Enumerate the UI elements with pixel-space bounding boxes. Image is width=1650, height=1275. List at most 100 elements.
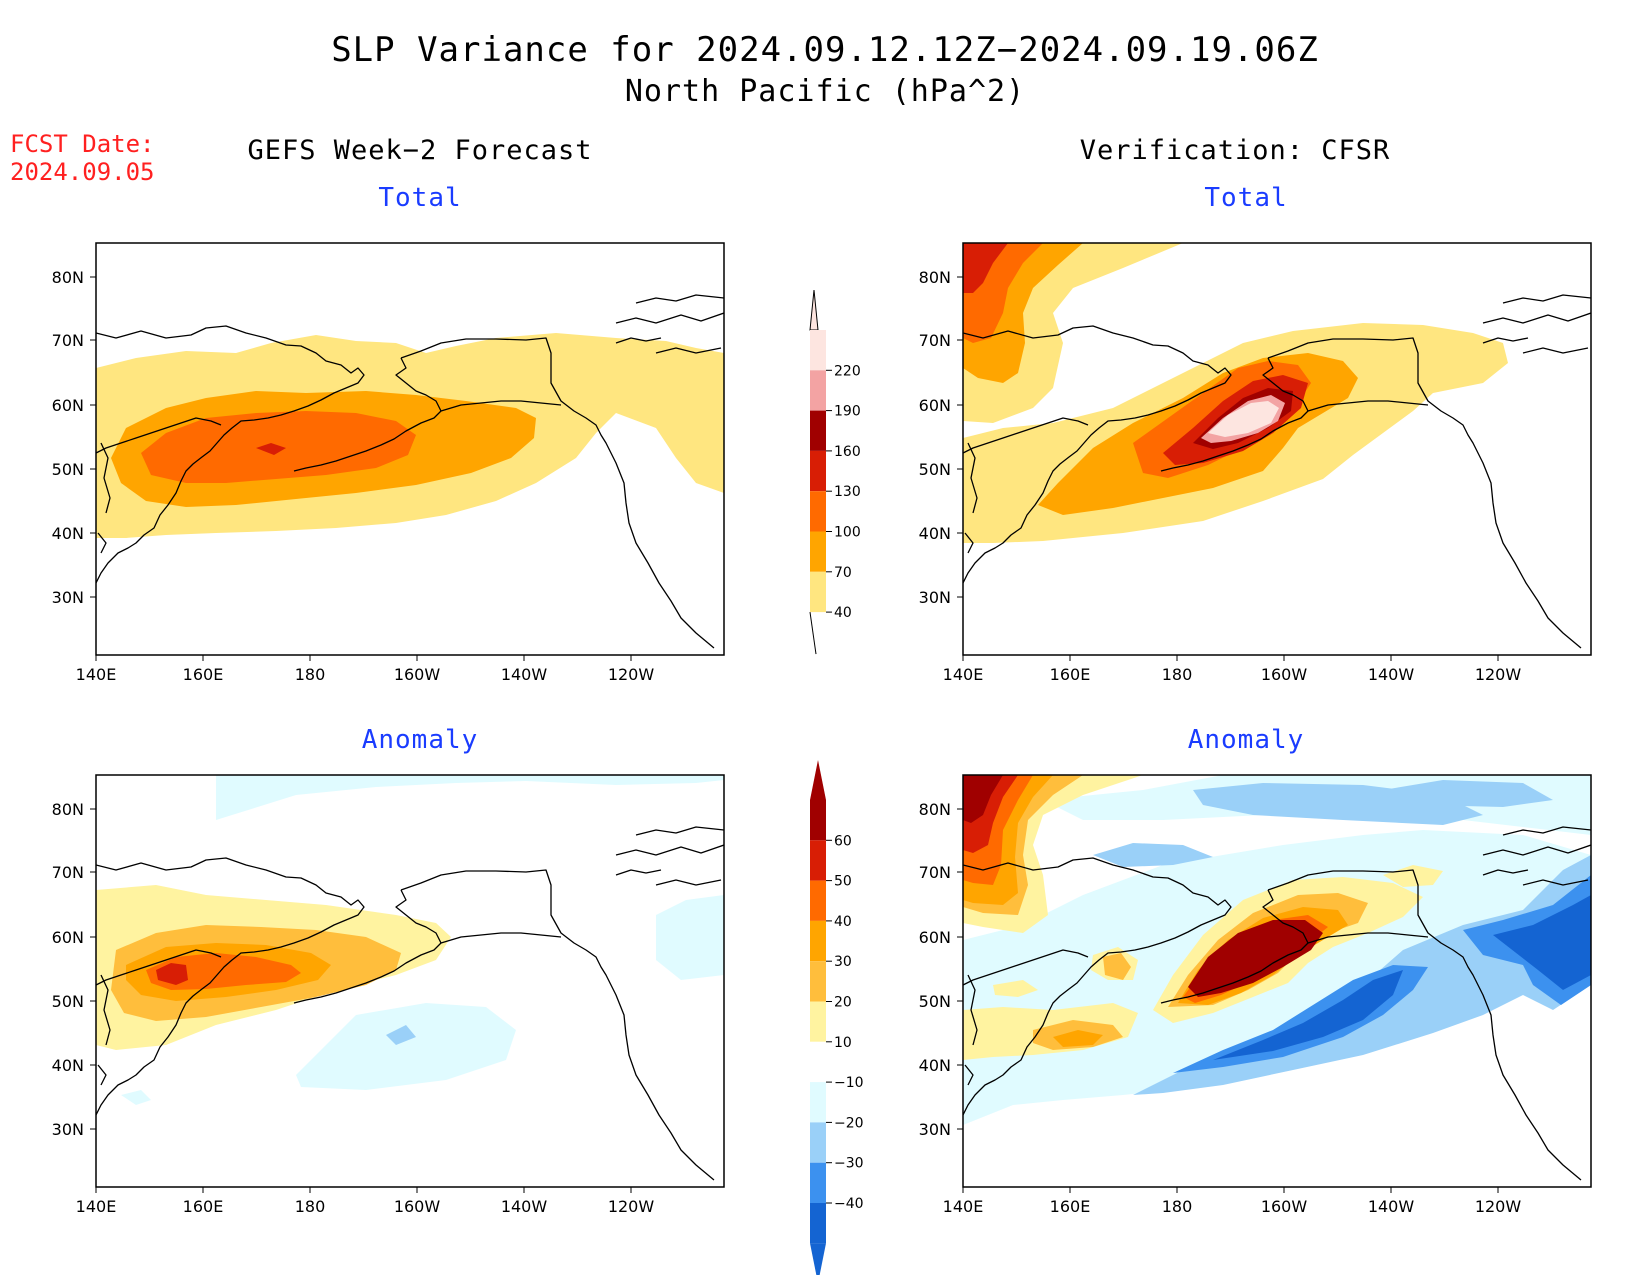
colorbar-swatch — [810, 450, 826, 492]
figure-subtitle: North Pacific (hPa^2) — [624, 74, 1026, 109]
lon-tick-label: 120W — [608, 1197, 655, 1216]
lon-tick-label: 140E — [943, 1197, 984, 1216]
lat-tick-label: 80N — [52, 268, 84, 287]
map-frame — [95, 774, 725, 1188]
panel-subtitle-gefs-total: Total — [378, 183, 462, 213]
lon-tick-label: 160W — [1261, 1197, 1308, 1216]
colorbar-tick-label: 50 — [834, 874, 852, 890]
map-frame — [962, 242, 1592, 656]
lat-tick-label: 70N — [919, 331, 951, 350]
colorbar-swatch — [810, 1203, 826, 1244]
colorbar-swatch — [810, 1162, 826, 1203]
map-panel-cfsr-anomaly: 140E 160E 180 160W 140W 120W 80N 70N 60N 50N 40N 30… — [919, 774, 1592, 1216]
lon-tick-label: 120W — [1475, 1197, 1522, 1216]
lon-tick-label: 140E — [76, 665, 117, 684]
map-panel-gefs-anomaly: 140E 160E 180 160W 140W 120W 80N 70N 60N 50N 40N 30… — [52, 774, 725, 1216]
colorbar-swatch — [810, 330, 826, 371]
map-panel-gefs-total: 140E 160E 180 160W 140W 120W 80N 70N 60N 50N 40N 30… — [52, 242, 725, 684]
lat-tick-label: 30N — [52, 588, 84, 607]
lat-tick-label: 80N — [919, 800, 951, 819]
panel-subtitle-cfsr-anomaly: Anomaly — [1187, 725, 1305, 755]
colorbar-tick-label: −10 — [834, 1075, 864, 1091]
lon-tick-label: 180 — [1162, 1197, 1193, 1216]
map-panel-cfsr-total: 140E 160E 180 160W 140W 120W 80N 70N 60N 50N 40N 30… — [919, 242, 1592, 684]
colorbar-swatch — [810, 880, 826, 921]
lat-tick-label: 80N — [919, 268, 951, 287]
lat-tick-label: 40N — [52, 524, 84, 543]
contour-fills — [96, 333, 724, 538]
contour-fill-3 — [256, 443, 286, 455]
lon-tick-label: 160W — [394, 1197, 441, 1216]
contour-fill-10 — [1208, 401, 1279, 437]
colorbar-tick-label: 130 — [834, 484, 861, 500]
lat-tick-label: 50N — [919, 460, 951, 479]
lat-tick-label: 70N — [52, 863, 84, 882]
fcst-date-value: 2024.09.05 — [10, 158, 155, 186]
colorbar-swatch — [810, 370, 826, 411]
lat-tick-label: 70N — [52, 331, 84, 350]
colorbar-anomaly: 60 50 40 30 20 10 −10 −20 −30 −40 — [810, 760, 864, 1275]
contour-fill-8 — [156, 963, 188, 985]
colorbar-tick-label: −20 — [834, 1115, 864, 1131]
colorbar-tick-label: 20 — [834, 995, 852, 1011]
lon-tick-label: 180 — [295, 1197, 326, 1216]
lon-tick-label: 160E — [1050, 665, 1091, 684]
lon-tick-label: 140W — [501, 665, 548, 684]
colorbar-tick-label: 100 — [834, 525, 861, 541]
lat-tick-label: 40N — [52, 1056, 84, 1075]
lon-tick-label: 160E — [183, 665, 224, 684]
contour-fill-14 — [993, 980, 1038, 997]
lat-tick-label: 50N — [52, 460, 84, 479]
contour-fill-4 — [1093, 843, 1213, 867]
lon-tick-label: 120W — [1475, 665, 1522, 684]
colorbar-tick-label: 60 — [834, 833, 852, 849]
lat-tick-label: 60N — [52, 928, 84, 947]
colorbar-tick-label: 160 — [834, 444, 861, 460]
lon-tick-label: 180 — [1162, 665, 1193, 684]
colorbar-swatch — [810, 571, 826, 613]
colorbar-total: 220 190 160 130 100 70 40 — [809, 289, 861, 655]
lon-tick-label: 140E — [76, 1197, 117, 1216]
lon-tick-label: 140W — [1368, 1197, 1415, 1216]
colorbar-top-cap — [809, 289, 819, 331]
colorbar-swatch — [810, 1001, 826, 1042]
colorbar-tick-label: 220 — [834, 363, 861, 379]
lat-tick-label: 30N — [52, 1120, 84, 1139]
fcst-date-label: FCST Date: — [10, 130, 155, 158]
column-title-gefs: GEFS Week−2 Forecast — [247, 135, 593, 166]
contour-fill-6 — [963, 243, 1008, 293]
colorbar-tick-label: −30 — [834, 1156, 864, 1172]
lat-tick-label: 50N — [52, 992, 84, 1011]
panel-subtitle-cfsr-total: Total — [1204, 183, 1288, 213]
contour-fills — [96, 775, 724, 1105]
map-frame — [962, 774, 1592, 1188]
lon-tick-label: 180 — [295, 665, 326, 684]
colorbar-tick-label: 40 — [834, 605, 852, 621]
lat-tick-label: 80N — [52, 800, 84, 819]
contour-fills — [963, 775, 1591, 1125]
lat-tick-label: 60N — [919, 396, 951, 415]
lon-tick-label: 140E — [943, 665, 984, 684]
lat-tick-label: 40N — [919, 1056, 951, 1075]
colorbar-tick-label: 10 — [834, 1035, 852, 1051]
figure-title: SLP Variance for 2024.09.12.12Z−2024.09.… — [331, 30, 1319, 70]
map-frame — [95, 242, 725, 656]
colorbar-tick-label: 70 — [834, 565, 852, 581]
contour-fill-27 — [1188, 920, 1323, 997]
lat-tick-label: 60N — [52, 396, 84, 415]
lat-tick-label: 30N — [919, 1120, 951, 1139]
lon-tick-label: 160W — [394, 665, 441, 684]
lon-tick-label: 160E — [1050, 1197, 1091, 1216]
contour-fill-3 — [1383, 780, 1553, 807]
lon-tick-label: 120W — [608, 665, 655, 684]
contour-fill-19 — [1103, 953, 1131, 980]
contour-fill-26 — [963, 775, 1003, 823]
colorbar-tick-label: 30 — [834, 954, 852, 970]
colorbar-swatch — [810, 491, 826, 532]
colorbar-top-arrow — [810, 760, 826, 800]
colorbar-swatch — [810, 1082, 826, 1123]
colorbar-swatch — [810, 840, 826, 881]
contour-fill-9 — [386, 1025, 416, 1045]
lat-tick-label: 50N — [919, 992, 951, 1011]
lon-tick-label: 160E — [183, 1197, 224, 1216]
